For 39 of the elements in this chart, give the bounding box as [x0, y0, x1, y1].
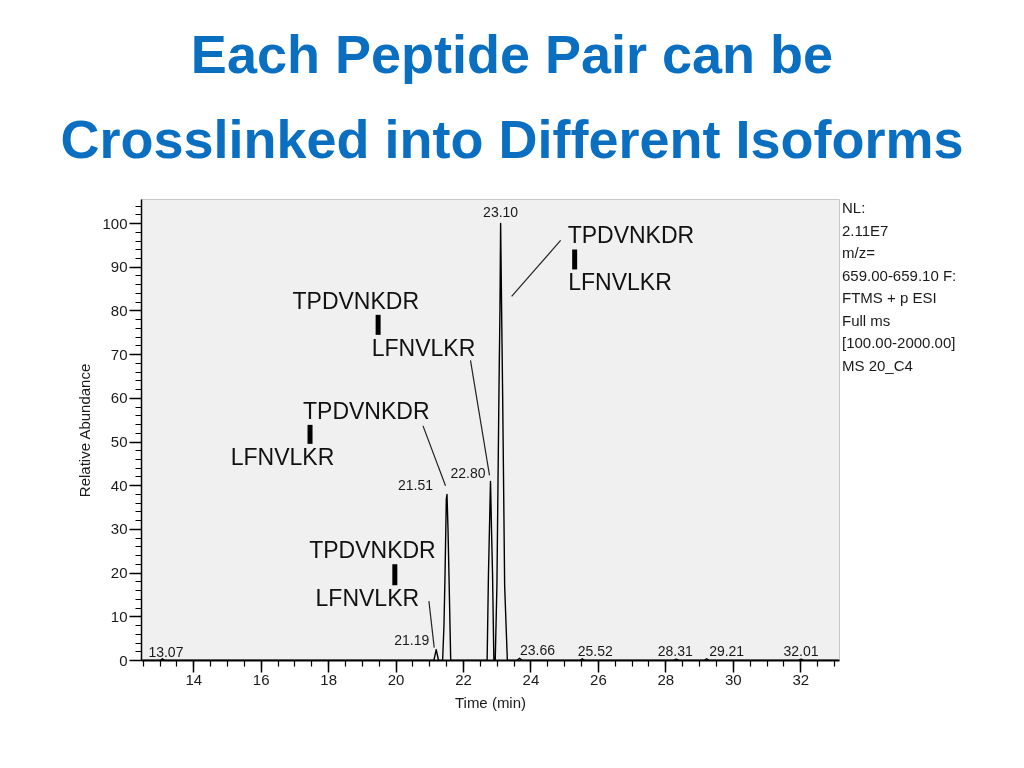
x-tick-label: 24	[522, 670, 540, 688]
annotation: 21.51	[397, 477, 434, 494]
annotation: TPDVNKDR LFNVLKR	[292, 287, 476, 361]
annotation: 13.07	[148, 643, 184, 660]
x-tick-label: 28	[657, 670, 675, 688]
y-tick-label: 0	[119, 651, 128, 669]
x-tick-label: 18	[320, 670, 337, 688]
y-tick-label: 30	[110, 520, 128, 538]
chart-title: Each Peptide Pair can be Crosslinked into Different Isoforms	[60, 23, 964, 171]
annotation: TPDVNKDR LFNVLKR	[309, 537, 436, 612]
annotation: 23.66	[519, 642, 556, 659]
x-tick-label: 16	[252, 670, 270, 688]
x-tick-label: 26	[590, 670, 607, 688]
y-tick-label: 90	[110, 258, 128, 276]
y-tick-label: 100	[102, 214, 128, 232]
text: NL: 2.11E7 m/z= 659.00-659.10 F: FTMS + p ESI Full ms [100.00-2000.00] MS 20_C4	[842, 198, 957, 376]
annotation: 21.19	[394, 631, 430, 648]
y-tick-label: 50	[110, 433, 128, 451]
y-tick-label: 80	[110, 301, 128, 319]
x-tick-label: 14	[185, 670, 203, 688]
annotation: TPDVNKDR LFNVLKR	[567, 222, 695, 296]
annotation: 28.31	[657, 643, 694, 660]
x-tick-label: 20	[387, 670, 405, 688]
x-tick-label: 22	[455, 670, 472, 688]
annotation: 29.21	[709, 642, 745, 659]
x-tick-label: 30	[724, 670, 742, 688]
y-tick-label: 40	[110, 476, 128, 494]
annotation: TPDVNKDR LFNVLKR	[230, 397, 430, 470]
x-axis-title: Time (min)	[454, 693, 527, 711]
annotation: 23.10	[483, 203, 519, 220]
annotation: 32.01	[783, 643, 819, 660]
annotation: 22.80	[450, 465, 486, 482]
y-tick-label: 60	[110, 389, 128, 407]
y-tick-label: 20	[110, 564, 128, 582]
y-tick-label: 10	[110, 607, 128, 625]
y-tick-label: 70	[110, 345, 128, 363]
annotation: 25.52	[577, 642, 613, 659]
y-axis-title: Relative Abundance	[76, 363, 94, 498]
x-tick-label: 32	[792, 670, 810, 688]
